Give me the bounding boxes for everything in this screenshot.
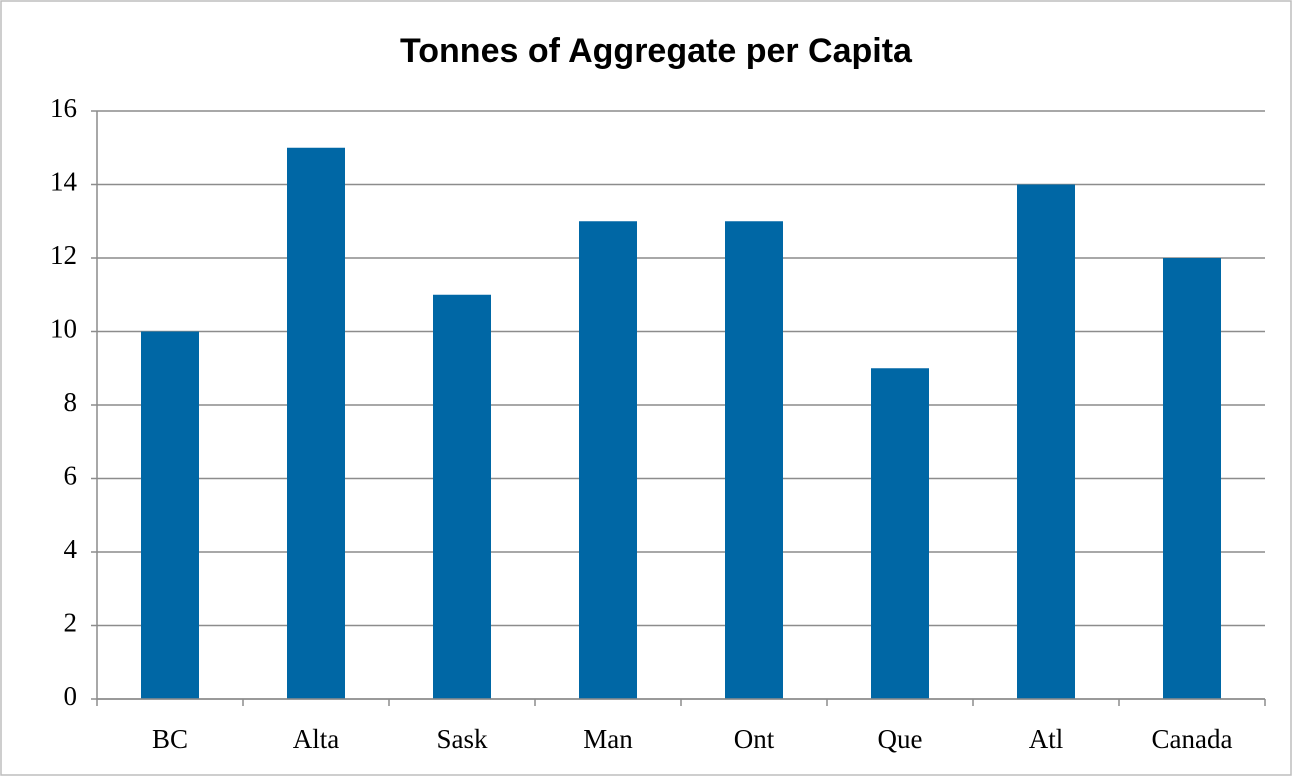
bar — [579, 221, 637, 699]
x-tick-label: Sask — [436, 724, 488, 754]
x-tick-label: BC — [152, 724, 188, 754]
bar — [1017, 184, 1075, 699]
bar — [287, 147, 345, 699]
y-tick-label: 6 — [64, 461, 78, 491]
y-tick-label: 14 — [50, 167, 78, 197]
x-tick-label: Alta — [293, 724, 340, 754]
x-tick-label: Ont — [734, 724, 775, 754]
chart-title: Tonnes of Aggregate per Capita — [400, 32, 913, 70]
x-tick-label: Canada — [1152, 724, 1233, 754]
y-tick-label: 16 — [50, 93, 77, 123]
bar — [141, 331, 199, 699]
x-tick-label: Man — [583, 724, 633, 754]
x-tick-label: Que — [878, 724, 923, 754]
bar — [1163, 258, 1221, 699]
bar — [433, 294, 491, 699]
y-tick-label: 2 — [64, 608, 78, 638]
y-tick-label: 8 — [64, 387, 78, 417]
y-tick-label: 10 — [50, 314, 77, 344]
y-tick-label: 4 — [64, 534, 78, 564]
x-tick-label: Atl — [1029, 724, 1064, 754]
y-tick-label: 0 — [64, 681, 78, 711]
y-tick-label: 12 — [50, 240, 77, 270]
bar — [871, 368, 929, 699]
bar — [725, 221, 783, 699]
